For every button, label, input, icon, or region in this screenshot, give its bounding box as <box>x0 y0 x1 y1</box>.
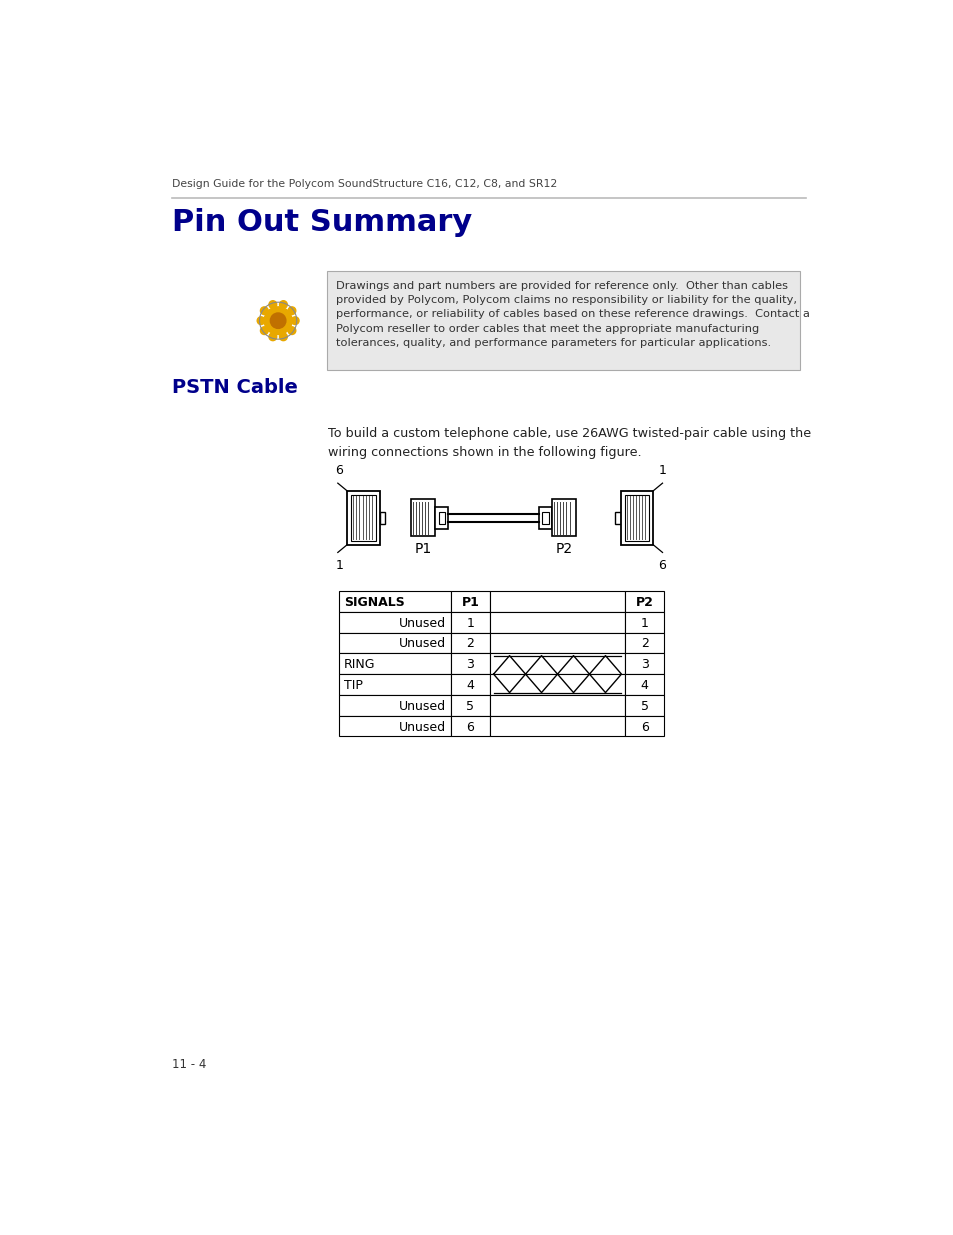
Text: 5: 5 <box>640 700 648 713</box>
Bar <box>438 511 444 524</box>
Bar <box>451 695 489 716</box>
Text: 6: 6 <box>335 464 343 477</box>
Circle shape <box>288 327 295 335</box>
Bar <box>620 490 653 545</box>
Text: 6: 6 <box>640 721 648 734</box>
Text: 2: 2 <box>466 637 474 651</box>
Text: 2: 2 <box>640 637 648 651</box>
Bar <box>624 674 663 695</box>
Text: Design Guide for the Polycom SoundStructure C16, C12, C8, and SR12: Design Guide for the Polycom SoundStruct… <box>172 179 557 189</box>
Bar <box>489 695 624 716</box>
Text: 6: 6 <box>466 721 474 734</box>
Circle shape <box>257 317 265 325</box>
Circle shape <box>279 300 287 309</box>
Circle shape <box>291 317 298 325</box>
Text: Pin Out Summary: Pin Out Summary <box>172 209 472 237</box>
Text: 5: 5 <box>466 700 474 713</box>
Text: 1: 1 <box>658 464 666 477</box>
Bar <box>624 632 663 653</box>
Bar <box>451 716 489 736</box>
Text: P1: P1 <box>414 542 431 556</box>
Bar <box>538 508 551 529</box>
Text: 4: 4 <box>640 679 648 692</box>
Text: PSTN Cable: PSTN Cable <box>172 378 297 398</box>
Circle shape <box>260 327 268 335</box>
Text: 3: 3 <box>640 658 648 672</box>
Text: 1: 1 <box>335 558 343 572</box>
Bar <box>451 674 489 695</box>
Bar <box>624 716 663 736</box>
Bar <box>451 611 489 632</box>
Bar <box>327 272 799 370</box>
Text: 6: 6 <box>658 558 666 572</box>
Text: TIP: TIP <box>344 679 362 692</box>
Bar <box>338 592 451 611</box>
Bar <box>624 653 663 674</box>
Bar <box>489 653 624 674</box>
Bar <box>338 674 451 695</box>
Text: P2: P2 <box>555 542 572 556</box>
Text: P1: P1 <box>461 595 478 609</box>
Bar <box>489 592 624 611</box>
Bar <box>435 508 447 529</box>
Circle shape <box>270 312 286 329</box>
Bar <box>338 653 451 674</box>
Bar <box>542 511 548 524</box>
Text: Drawings and part numbers are provided for reference only.  Other than cables
pr: Drawings and part numbers are provided f… <box>335 280 809 348</box>
Bar <box>451 632 489 653</box>
Bar <box>489 632 624 653</box>
Circle shape <box>260 306 268 315</box>
Text: 1: 1 <box>466 616 474 630</box>
Bar <box>451 592 489 611</box>
Text: Unused: Unused <box>398 637 445 651</box>
Bar <box>489 674 624 695</box>
Bar <box>489 611 624 632</box>
Text: Unused: Unused <box>398 700 445 713</box>
Bar <box>551 499 576 536</box>
Bar <box>338 632 451 653</box>
Text: 4: 4 <box>466 679 474 692</box>
Circle shape <box>269 333 276 341</box>
Bar <box>338 611 451 632</box>
Text: 1: 1 <box>640 616 648 630</box>
Text: To build a custom telephone cable, use 26AWG twisted-pair cable using the
wiring: To build a custom telephone cable, use 2… <box>328 427 811 459</box>
Bar <box>624 695 663 716</box>
Bar <box>410 499 435 536</box>
Circle shape <box>279 333 287 341</box>
Bar <box>379 511 385 524</box>
Bar <box>338 695 451 716</box>
Bar <box>451 653 489 674</box>
Bar <box>351 495 375 541</box>
Text: SIGNALS: SIGNALS <box>344 595 404 609</box>
Text: 11 - 4: 11 - 4 <box>172 1058 206 1071</box>
Text: 3: 3 <box>466 658 474 672</box>
Bar <box>347 490 379 545</box>
Text: Unused: Unused <box>398 721 445 734</box>
Circle shape <box>269 300 276 309</box>
Text: RING: RING <box>344 658 375 672</box>
Bar <box>624 611 663 632</box>
Bar <box>624 495 649 541</box>
Text: P2: P2 <box>635 595 653 609</box>
Circle shape <box>264 306 292 335</box>
Circle shape <box>288 306 295 315</box>
Bar <box>624 592 663 611</box>
Text: Unused: Unused <box>398 616 445 630</box>
Bar <box>489 716 624 736</box>
Bar <box>338 716 451 736</box>
Bar <box>615 511 620 524</box>
